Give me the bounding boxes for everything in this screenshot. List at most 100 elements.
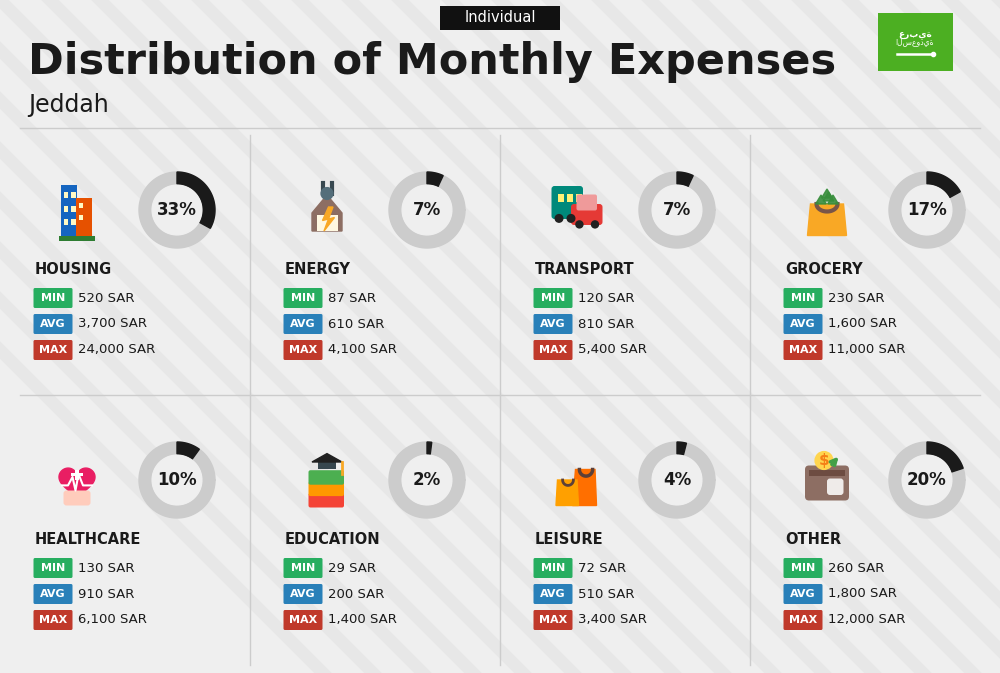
Polygon shape bbox=[902, 455, 952, 505]
FancyBboxPatch shape bbox=[805, 466, 849, 501]
FancyBboxPatch shape bbox=[784, 314, 822, 334]
Text: Individual: Individual bbox=[464, 11, 536, 26]
Text: EDUCATION: EDUCATION bbox=[285, 532, 381, 548]
Text: 72 SAR: 72 SAR bbox=[578, 561, 626, 575]
Text: 230 SAR: 230 SAR bbox=[828, 291, 885, 304]
Polygon shape bbox=[902, 185, 952, 235]
Text: MIN: MIN bbox=[541, 293, 565, 303]
Text: MAX: MAX bbox=[789, 345, 817, 355]
FancyBboxPatch shape bbox=[76, 198, 92, 236]
Text: Distribution of Monthly Expenses: Distribution of Monthly Expenses bbox=[28, 41, 836, 83]
Polygon shape bbox=[402, 455, 452, 505]
Text: 6,100 SAR: 6,100 SAR bbox=[78, 614, 147, 627]
FancyBboxPatch shape bbox=[284, 558, 322, 578]
Polygon shape bbox=[152, 185, 202, 235]
Text: MAX: MAX bbox=[39, 345, 67, 355]
Text: 7%: 7% bbox=[413, 201, 441, 219]
Text: MIN: MIN bbox=[791, 563, 815, 573]
Text: MAX: MAX bbox=[289, 615, 317, 625]
Text: MIN: MIN bbox=[291, 293, 315, 303]
Text: 87 SAR: 87 SAR bbox=[328, 291, 376, 304]
Polygon shape bbox=[677, 442, 686, 455]
FancyBboxPatch shape bbox=[284, 584, 322, 604]
Polygon shape bbox=[927, 442, 963, 472]
FancyBboxPatch shape bbox=[78, 203, 83, 208]
Text: 3,400 SAR: 3,400 SAR bbox=[578, 614, 647, 627]
Polygon shape bbox=[889, 442, 965, 518]
Text: 5,400 SAR: 5,400 SAR bbox=[578, 343, 647, 357]
FancyBboxPatch shape bbox=[34, 610, 72, 630]
Polygon shape bbox=[177, 442, 199, 459]
Polygon shape bbox=[59, 468, 95, 501]
FancyBboxPatch shape bbox=[784, 610, 822, 630]
FancyBboxPatch shape bbox=[784, 584, 822, 604]
FancyBboxPatch shape bbox=[566, 194, 573, 202]
Polygon shape bbox=[427, 172, 443, 186]
Text: 4%: 4% bbox=[663, 471, 691, 489]
FancyBboxPatch shape bbox=[71, 472, 83, 476]
Text: 20%: 20% bbox=[907, 471, 947, 489]
FancyBboxPatch shape bbox=[534, 558, 572, 578]
FancyBboxPatch shape bbox=[558, 194, 564, 202]
Circle shape bbox=[814, 451, 834, 470]
Text: Jeddah: Jeddah bbox=[28, 93, 109, 117]
Text: MIN: MIN bbox=[41, 293, 65, 303]
FancyBboxPatch shape bbox=[784, 288, 822, 308]
Text: 29 SAR: 29 SAR bbox=[328, 561, 376, 575]
FancyBboxPatch shape bbox=[576, 194, 582, 202]
Polygon shape bbox=[828, 195, 838, 204]
Text: GROCERY: GROCERY bbox=[785, 262, 863, 277]
Text: 2%: 2% bbox=[413, 471, 441, 489]
Text: 17%: 17% bbox=[907, 201, 947, 219]
Polygon shape bbox=[312, 454, 342, 462]
Text: ENERGY: ENERGY bbox=[285, 262, 351, 277]
Circle shape bbox=[566, 214, 576, 223]
FancyBboxPatch shape bbox=[308, 493, 344, 507]
Polygon shape bbox=[177, 172, 215, 228]
Text: MAX: MAX bbox=[789, 615, 817, 625]
FancyBboxPatch shape bbox=[64, 219, 68, 225]
Polygon shape bbox=[822, 189, 832, 198]
Polygon shape bbox=[152, 455, 202, 505]
Text: HEALTHCARE: HEALTHCARE bbox=[35, 532, 141, 548]
Text: $: $ bbox=[819, 453, 829, 468]
Text: MAX: MAX bbox=[289, 345, 317, 355]
FancyBboxPatch shape bbox=[71, 192, 76, 198]
FancyBboxPatch shape bbox=[571, 204, 602, 225]
Polygon shape bbox=[927, 172, 960, 198]
Text: AVG: AVG bbox=[790, 319, 816, 329]
FancyBboxPatch shape bbox=[284, 314, 322, 334]
Text: TRANSPORT: TRANSPORT bbox=[535, 262, 635, 277]
Text: 33%: 33% bbox=[157, 201, 197, 219]
FancyBboxPatch shape bbox=[284, 288, 322, 308]
Text: 520 SAR: 520 SAR bbox=[78, 291, 134, 304]
Circle shape bbox=[575, 220, 584, 229]
Text: 11,000 SAR: 11,000 SAR bbox=[828, 343, 905, 357]
Polygon shape bbox=[389, 172, 465, 248]
Text: AVG: AVG bbox=[290, 319, 316, 329]
FancyBboxPatch shape bbox=[576, 194, 597, 211]
FancyBboxPatch shape bbox=[71, 219, 76, 225]
Circle shape bbox=[320, 187, 334, 200]
FancyBboxPatch shape bbox=[827, 479, 844, 495]
Text: 4,100 SAR: 4,100 SAR bbox=[328, 343, 397, 357]
FancyBboxPatch shape bbox=[284, 340, 322, 360]
Text: MIN: MIN bbox=[41, 563, 65, 573]
FancyBboxPatch shape bbox=[34, 584, 72, 604]
FancyBboxPatch shape bbox=[71, 205, 76, 211]
Polygon shape bbox=[402, 185, 452, 235]
Text: AVG: AVG bbox=[40, 319, 66, 329]
Polygon shape bbox=[677, 172, 693, 186]
Text: MAX: MAX bbox=[539, 345, 567, 355]
FancyBboxPatch shape bbox=[318, 462, 336, 468]
Polygon shape bbox=[427, 442, 432, 454]
FancyBboxPatch shape bbox=[534, 288, 572, 308]
FancyBboxPatch shape bbox=[316, 215, 338, 231]
Text: 1,800 SAR: 1,800 SAR bbox=[828, 588, 897, 600]
Text: 3,700 SAR: 3,700 SAR bbox=[78, 318, 147, 330]
FancyBboxPatch shape bbox=[534, 340, 572, 360]
Text: LEISURE: LEISURE bbox=[535, 532, 604, 548]
Polygon shape bbox=[389, 442, 465, 518]
FancyBboxPatch shape bbox=[878, 13, 952, 71]
FancyBboxPatch shape bbox=[75, 470, 79, 480]
